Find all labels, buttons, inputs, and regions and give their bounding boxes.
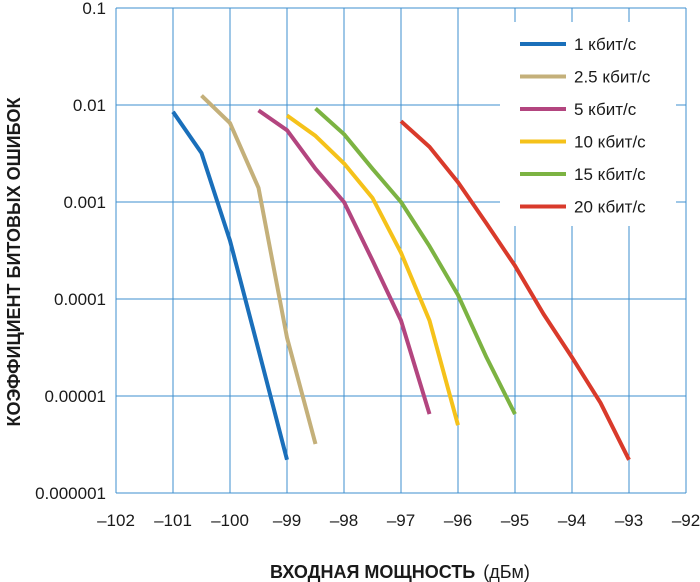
- x-axis-unit: (дБм): [483, 562, 530, 582]
- x-tick-label: –98: [330, 511, 358, 530]
- x-axis-title-text: ВХОДНАЯ МОЩНОСТЬ: [270, 562, 475, 582]
- legend-label: 5 кбит/с: [574, 100, 637, 119]
- x-tick-label: –94: [558, 511, 586, 530]
- series-line: [314, 107, 517, 415]
- legend-label: 15 кбит/с: [574, 165, 646, 184]
- y-tick-label: 0.1: [82, 0, 106, 18]
- tick-labels: –102 –101 –100 –99 –98 –97 –96 –95 –94 –93 –92 0.1 0…: [35, 0, 700, 530]
- x-tick-label: –97: [387, 511, 415, 530]
- legend-label: 1 кбит/с: [574, 35, 637, 54]
- x-tick-label: –100: [211, 511, 249, 530]
- legend-label: 20 кбит/с: [574, 198, 646, 217]
- legend-label: 10 кбит/с: [574, 133, 646, 152]
- y-tick-label: 0.000001: [35, 484, 106, 503]
- legend: 1 кбит/с 2.5 кбит/с 5 кбит/с 10 кбит/с 15 кб…: [500, 22, 676, 226]
- x-tick-label: –95: [501, 511, 529, 530]
- y-axis-title: КОЭФФИЦИЕНТ БИТОВЫХ ОШИБОК: [4, 96, 24, 426]
- series-line: [200, 94, 318, 445]
- x-tick-label: –93: [615, 511, 643, 530]
- y-tick-label: 0.0001: [54, 290, 106, 309]
- x-tick-label: –96: [444, 511, 472, 530]
- series-line: [257, 108, 432, 415]
- x-tick-label: –92: [672, 511, 700, 530]
- series-line: [285, 113, 460, 426]
- y-tick-label: 0.00001: [45, 387, 106, 406]
- series-lines: [171, 94, 631, 461]
- x-tick-label: –102: [97, 511, 135, 530]
- legend-label: 2.5 кбит/с: [574, 68, 651, 87]
- x-axis-title: ВХОДНАЯ МОЩНОСТЬ (дБм): [270, 562, 530, 582]
- legend-background: [500, 22, 676, 226]
- y-tick-label: 0.01: [73, 96, 106, 115]
- x-tick-label: –101: [154, 511, 192, 530]
- series-line: [399, 119, 631, 461]
- series-line: [171, 110, 289, 461]
- x-tick-label: –99: [273, 511, 301, 530]
- y-tick-label: 0.001: [63, 193, 106, 212]
